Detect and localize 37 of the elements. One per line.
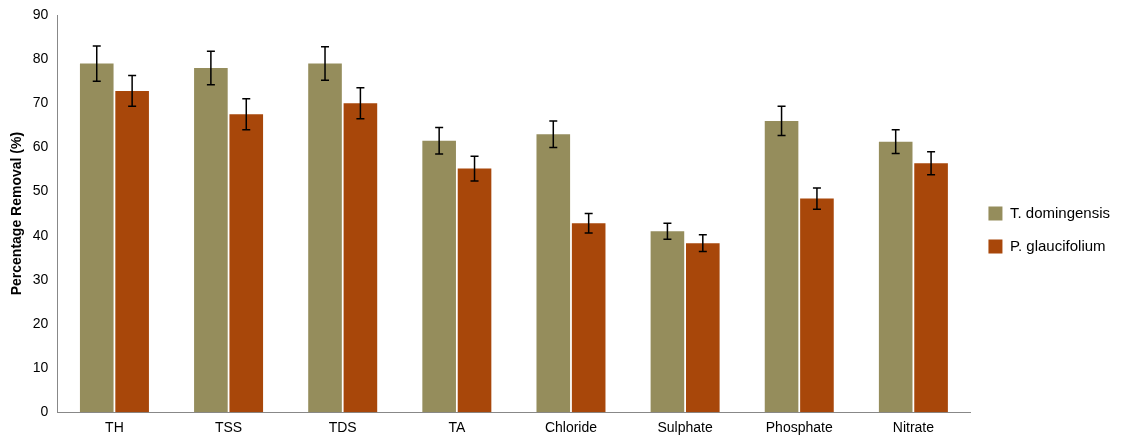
- bar: [571, 223, 606, 413]
- bar: [800, 198, 834, 413]
- legend-label: P. glaucifolium: [1009, 236, 1106, 254]
- y-tick-label: 30: [32, 270, 49, 287]
- bar: [457, 168, 492, 413]
- bar: [79, 63, 114, 413]
- x-tick-label: Sulphate: [657, 419, 713, 436]
- bar: [343, 103, 378, 413]
- bar: [422, 140, 456, 413]
- bar: [536, 134, 571, 413]
- y-tick-label: 0: [40, 403, 49, 420]
- y-tick-label: 20: [32, 314, 49, 331]
- x-tick-label: TSS: [214, 419, 243, 436]
- bar: [115, 90, 149, 413]
- x-tick-label: Phosphate: [765, 419, 833, 436]
- y-tick-label: 60: [32, 138, 49, 155]
- y-tick-label: 50: [32, 182, 49, 199]
- x-tick-label: Nitrate: [892, 419, 935, 436]
- bar: [650, 231, 685, 413]
- x-tick-label: Chloride: [544, 419, 598, 436]
- x-tick-label: TH: [105, 419, 124, 436]
- legend-label: T. domingensis: [1009, 203, 1111, 221]
- y-tick-label: 90: [32, 5, 49, 22]
- x-tick-label: TA: [448, 419, 466, 436]
- y-axis-title: Percentage Removal (%): [8, 131, 25, 296]
- bar: [686, 243, 720, 413]
- y-tick-label: 70: [32, 94, 49, 111]
- bar: [764, 120, 799, 413]
- bar: [878, 141, 913, 413]
- y-tick-label: 40: [32, 226, 49, 243]
- bar: [914, 163, 948, 413]
- x-tick-label: TDS: [328, 419, 357, 436]
- y-tick-label: 80: [32, 49, 49, 66]
- bar: [308, 63, 342, 413]
- bar: [229, 114, 264, 413]
- y-tick-label: 10: [32, 358, 49, 375]
- bar: [194, 67, 228, 413]
